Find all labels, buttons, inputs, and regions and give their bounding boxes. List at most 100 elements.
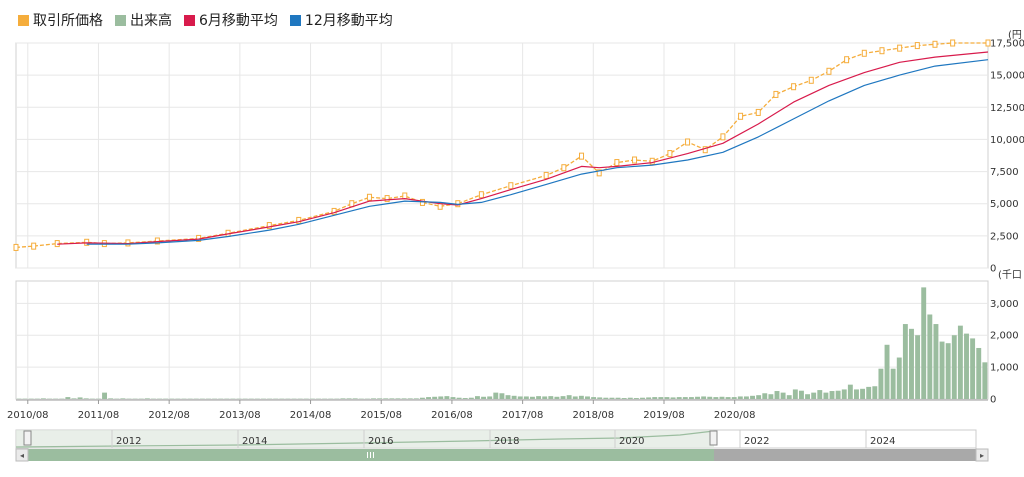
volume-bar-119 xyxy=(744,396,749,399)
volume-bar-136 xyxy=(848,385,853,399)
volume-bar-75 xyxy=(475,396,480,399)
volume-bar-65 xyxy=(414,398,419,399)
volume-bar-120 xyxy=(750,396,755,399)
price-y-tick-label-5: 12,500 xyxy=(990,103,1024,114)
volume-bar-140 xyxy=(872,386,877,399)
volume-bar-98 xyxy=(616,398,621,399)
volume-bar-60 xyxy=(383,398,388,399)
price-candle-36 xyxy=(809,77,813,83)
x-tick-label-7: 2017/08 xyxy=(502,410,544,421)
volume-bar-111 xyxy=(695,397,700,399)
volume-bar-8 xyxy=(65,397,70,399)
volume-bar-137 xyxy=(854,389,859,399)
volume-bar-73 xyxy=(463,398,468,399)
volume-bar-10 xyxy=(78,397,83,399)
navigator-left-handle[interactable] xyxy=(24,431,31,445)
navigator-year-label-1: 2014 xyxy=(242,436,267,447)
price-candle-14 xyxy=(385,196,389,202)
volume-y-tick-label-1: 1,000 xyxy=(990,363,1019,374)
volume-bar-158 xyxy=(982,362,987,399)
navigator-year-label-4: 2020 xyxy=(619,436,644,447)
volume-unit-label: (千口 xyxy=(998,269,1022,281)
volume-bar-102 xyxy=(640,398,645,399)
price-candle-25 xyxy=(615,160,619,166)
volume-bar-107 xyxy=(671,397,676,399)
x-tick-label-3: 2013/08 xyxy=(219,410,261,421)
volume-bar-84 xyxy=(530,397,535,399)
scrollbar-grip-3 xyxy=(373,452,374,458)
price-y-tick-label-0: 0 xyxy=(990,264,996,275)
volume-bar-116 xyxy=(726,397,731,399)
volume-bar-127 xyxy=(793,389,798,399)
price-y-tick-label-1: 2,500 xyxy=(990,231,1019,242)
volume-bar-63 xyxy=(402,398,407,399)
volume-bar-156 xyxy=(970,338,975,399)
volume-bar-79 xyxy=(499,393,504,399)
volume-bar-108 xyxy=(677,397,682,399)
volume-bar-139 xyxy=(866,387,871,399)
volume-bar-130 xyxy=(811,393,816,399)
volume-bar-114 xyxy=(713,397,718,399)
price-candle-23 xyxy=(580,153,584,159)
x-tick-label-0: 2010/08 xyxy=(7,410,49,421)
volume-bar-17 xyxy=(120,398,125,399)
volume-bar-82 xyxy=(518,396,523,399)
volume-bar-94 xyxy=(591,397,596,399)
price-y-tick-label-6: 15,000 xyxy=(990,71,1024,82)
volume-bar-59 xyxy=(377,398,382,399)
x-tick-label-6: 2016/08 xyxy=(431,410,473,421)
volume-bar-11 xyxy=(84,398,89,399)
volume-bar-58 xyxy=(371,398,376,399)
price-candle-27 xyxy=(650,158,654,164)
navigator-right-handle[interactable] xyxy=(710,431,717,445)
price-candle-43 xyxy=(933,41,937,47)
price-candle-41 xyxy=(898,45,902,51)
volume-panel-frame xyxy=(16,281,988,399)
price-candle-32 xyxy=(739,113,743,119)
volume-bar-124 xyxy=(775,391,780,399)
price-candle-45 xyxy=(986,40,990,46)
volume-bar-85 xyxy=(536,396,541,399)
x-tick-label-2: 2012/08 xyxy=(148,410,190,421)
volume-bar-138 xyxy=(860,389,865,399)
price-candle-44 xyxy=(951,40,955,46)
volume-bar-72 xyxy=(457,398,462,399)
volume-bar-53 xyxy=(341,398,346,399)
price-y-tick-label-4: 10,000 xyxy=(990,135,1024,146)
volume-bar-69 xyxy=(438,396,443,399)
volume-bar-147 xyxy=(915,335,920,399)
volume-bar-15 xyxy=(108,398,113,399)
volume-bar-71 xyxy=(451,397,456,399)
volume-bar-109 xyxy=(683,397,688,399)
x-tick-label-9: 2019/08 xyxy=(643,410,685,421)
scroll-right-arrow-icon: ▸ xyxy=(980,451,984,460)
volume-bar-115 xyxy=(720,397,725,399)
volume-bar-152 xyxy=(946,343,951,399)
navigator-year-label-5: 2022 xyxy=(744,436,769,447)
volume-bar-143 xyxy=(891,369,896,399)
volume-bar-146 xyxy=(909,329,914,399)
price-candle-39 xyxy=(862,50,866,56)
price-candle-26 xyxy=(633,157,637,163)
price-candle-34 xyxy=(774,91,778,97)
price-candle-13 xyxy=(367,194,371,200)
volume-bar-122 xyxy=(762,393,767,399)
volume-y-tick-label-2: 2,000 xyxy=(990,331,1019,342)
volume-bar-150 xyxy=(933,324,938,399)
volume-bar-105 xyxy=(658,397,663,399)
scroll-left-arrow-icon: ◂ xyxy=(20,451,24,460)
volume-bar-54 xyxy=(347,398,352,399)
volume-bar-66 xyxy=(420,398,425,399)
scrollbar-thumb[interactable] xyxy=(16,449,714,461)
volume-bar-128 xyxy=(799,391,804,399)
volume-bar-100 xyxy=(628,398,633,399)
volume-bar-89 xyxy=(561,396,566,399)
volume-bar-55 xyxy=(353,398,358,399)
price-candle-33 xyxy=(756,109,760,115)
volume-bar-106 xyxy=(665,397,670,399)
volume-bar-4 xyxy=(41,398,46,399)
volume-bar-96 xyxy=(603,398,608,399)
price-candle-22 xyxy=(562,165,566,171)
volume-bar-110 xyxy=(689,397,694,399)
price-candle-29 xyxy=(686,139,690,145)
